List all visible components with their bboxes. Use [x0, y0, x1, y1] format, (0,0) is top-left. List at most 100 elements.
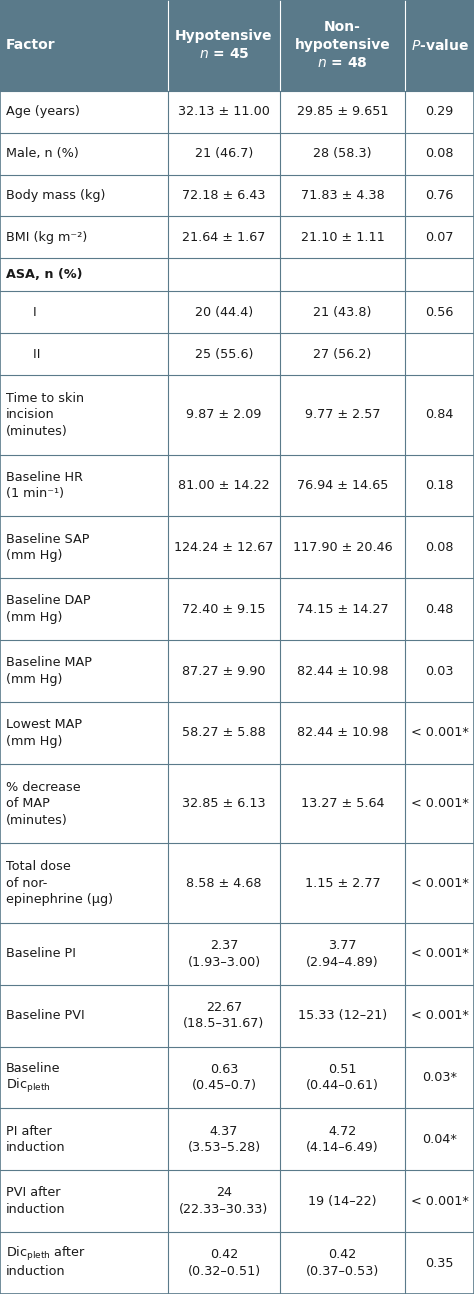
- Text: 22.67
(18.5–31.67): 22.67 (18.5–31.67): [183, 1000, 264, 1030]
- Text: 82.44 ± 10.98: 82.44 ± 10.98: [297, 665, 388, 678]
- Text: 0.51
(0.44–0.61): 0.51 (0.44–0.61): [306, 1062, 379, 1092]
- Bar: [0, 641, 474, 701]
- Text: 72.18 ± 6.43: 72.18 ± 6.43: [182, 189, 266, 202]
- Text: 58.27 ± 5.88: 58.27 ± 5.88: [182, 726, 266, 739]
- Text: < 0.001*: < 0.001*: [410, 876, 469, 889]
- Text: 25 (55.6): 25 (55.6): [195, 348, 253, 361]
- Bar: [0, 701, 474, 763]
- Text: 9.77 ± 2.57: 9.77 ± 2.57: [305, 409, 380, 422]
- Text: < 0.001*: < 0.001*: [410, 797, 469, 810]
- Text: < 0.001*: < 0.001*: [410, 726, 469, 739]
- Text: 0.08: 0.08: [425, 541, 454, 554]
- Text: 21 (46.7): 21 (46.7): [195, 148, 253, 160]
- Text: 0.56: 0.56: [426, 305, 454, 318]
- Bar: [0, 1232, 474, 1294]
- Text: PVI after
induction: PVI after induction: [6, 1187, 65, 1216]
- Text: Baseline: Baseline: [6, 1062, 60, 1075]
- Text: Lowest MAP
(mm Hg): Lowest MAP (mm Hg): [6, 718, 82, 748]
- Text: Age (years): Age (years): [6, 105, 80, 118]
- Text: Baseline HR
(1 min⁻¹): Baseline HR (1 min⁻¹): [6, 471, 82, 501]
- Text: 32.13 ± 11.00: 32.13 ± 11.00: [178, 105, 270, 118]
- Text: 0.29: 0.29: [426, 105, 454, 118]
- Text: 24
(22.33–30.33): 24 (22.33–30.33): [179, 1187, 269, 1216]
- Text: 21.10 ± 1.11: 21.10 ± 1.11: [301, 232, 384, 245]
- Bar: [0, 216, 474, 259]
- Text: < 0.001*: < 0.001*: [410, 1194, 469, 1207]
- Text: % decrease
of MAP
(minutes): % decrease of MAP (minutes): [6, 780, 80, 827]
- Text: II: II: [21, 348, 41, 361]
- Text: Time to skin
incision
(minutes): Time to skin incision (minutes): [6, 392, 84, 437]
- Text: 20 (44.4): 20 (44.4): [195, 305, 253, 318]
- Text: Baseline PVI: Baseline PVI: [6, 1009, 84, 1022]
- Text: 76.94 ± 14.65: 76.94 ± 14.65: [297, 479, 388, 492]
- Text: 0.48: 0.48: [426, 603, 454, 616]
- Text: $P$-value: $P$-value: [410, 38, 469, 53]
- Text: I: I: [21, 305, 37, 318]
- Text: 9.87 ± 2.09: 9.87 ± 2.09: [186, 409, 262, 422]
- Bar: [0, 0, 474, 91]
- Text: 4.37
(3.53–5.28): 4.37 (3.53–5.28): [187, 1124, 261, 1154]
- Text: 72.40 ± 9.15: 72.40 ± 9.15: [182, 603, 266, 616]
- Bar: [0, 844, 474, 923]
- Text: 21.64 ± 1.67: 21.64 ± 1.67: [182, 232, 265, 245]
- Text: 28 (58.3): 28 (58.3): [313, 148, 372, 160]
- Text: 32.85 ± 6.13: 32.85 ± 6.13: [182, 797, 266, 810]
- Bar: [0, 454, 474, 516]
- Text: Factor: Factor: [6, 39, 55, 52]
- Text: 0.76: 0.76: [426, 189, 454, 202]
- Text: 0.04*: 0.04*: [422, 1132, 457, 1146]
- Bar: [0, 923, 474, 985]
- Text: 29.85 ± 9.651: 29.85 ± 9.651: [297, 105, 388, 118]
- Text: 0.03*: 0.03*: [422, 1071, 457, 1084]
- Text: 1.15 ± 2.77: 1.15 ± 2.77: [305, 876, 380, 889]
- Text: 0.63
(0.45–0.7): 0.63 (0.45–0.7): [191, 1062, 256, 1092]
- Text: Dic$_\mathregular{pleth}$ after: Dic$_\mathregular{pleth}$ after: [6, 1245, 86, 1263]
- Text: Dic$_\mathregular{pleth}$: Dic$_\mathregular{pleth}$: [6, 1077, 50, 1095]
- Text: 0.18: 0.18: [425, 479, 454, 492]
- Text: 2.37
(1.93–3.00): 2.37 (1.93–3.00): [187, 939, 261, 968]
- Text: Total dose
of nor-
epinephrine (µg): Total dose of nor- epinephrine (µg): [6, 861, 113, 906]
- Text: 0.84: 0.84: [426, 409, 454, 422]
- Text: 8.58 ± 4.68: 8.58 ± 4.68: [186, 876, 262, 889]
- Text: Baseline MAP
(mm Hg): Baseline MAP (mm Hg): [6, 656, 91, 686]
- Bar: [0, 1170, 474, 1232]
- Text: PI after
induction: PI after induction: [6, 1124, 65, 1154]
- Bar: [0, 259, 474, 291]
- Text: 124.24 ± 12.67: 124.24 ± 12.67: [174, 541, 273, 554]
- Text: 0.08: 0.08: [425, 148, 454, 160]
- Text: 3.77
(2.94–4.89): 3.77 (2.94–4.89): [306, 939, 379, 968]
- Text: Male, n (%): Male, n (%): [6, 148, 78, 160]
- Text: Hypotensive
$n$ = 45: Hypotensive $n$ = 45: [175, 30, 273, 61]
- Text: 19 (14–22): 19 (14–22): [308, 1194, 377, 1207]
- Text: 27 (56.2): 27 (56.2): [313, 348, 372, 361]
- Text: 74.15 ± 14.27: 74.15 ± 14.27: [297, 603, 388, 616]
- Bar: [0, 1109, 474, 1170]
- Text: 0.42
(0.37–0.53): 0.42 (0.37–0.53): [306, 1249, 379, 1277]
- Text: < 0.001*: < 0.001*: [410, 1009, 469, 1022]
- Bar: [0, 1047, 474, 1109]
- Text: 81.00 ± 14.22: 81.00 ± 14.22: [178, 479, 270, 492]
- Text: BMI (kg m⁻²): BMI (kg m⁻²): [6, 232, 87, 245]
- Text: 0.03: 0.03: [425, 665, 454, 678]
- Bar: [0, 985, 474, 1047]
- Bar: [0, 91, 474, 132]
- Text: 117.90 ± 20.46: 117.90 ± 20.46: [292, 541, 392, 554]
- Text: induction: induction: [6, 1266, 65, 1278]
- Text: Baseline PI: Baseline PI: [6, 947, 76, 960]
- Bar: [0, 333, 474, 375]
- Bar: [0, 175, 474, 216]
- Text: Baseline DAP
(mm Hg): Baseline DAP (mm Hg): [6, 594, 91, 624]
- Text: 4.72
(4.14–6.49): 4.72 (4.14–6.49): [306, 1124, 379, 1154]
- Text: 13.27 ± 5.64: 13.27 ± 5.64: [301, 797, 384, 810]
- Text: < 0.001*: < 0.001*: [410, 947, 469, 960]
- Text: 82.44 ± 10.98: 82.44 ± 10.98: [297, 726, 388, 739]
- Bar: [0, 578, 474, 641]
- Text: 0.07: 0.07: [425, 232, 454, 245]
- Text: 21 (43.8): 21 (43.8): [313, 305, 372, 318]
- Bar: [0, 763, 474, 844]
- Text: Baseline SAP
(mm Hg): Baseline SAP (mm Hg): [6, 533, 89, 562]
- Text: Body mass (kg): Body mass (kg): [6, 189, 105, 202]
- Text: 0.35: 0.35: [425, 1256, 454, 1269]
- Text: Non-
hypotensive
$n$ = 48: Non- hypotensive $n$ = 48: [294, 21, 391, 70]
- Text: 87.27 ± 9.90: 87.27 ± 9.90: [182, 665, 266, 678]
